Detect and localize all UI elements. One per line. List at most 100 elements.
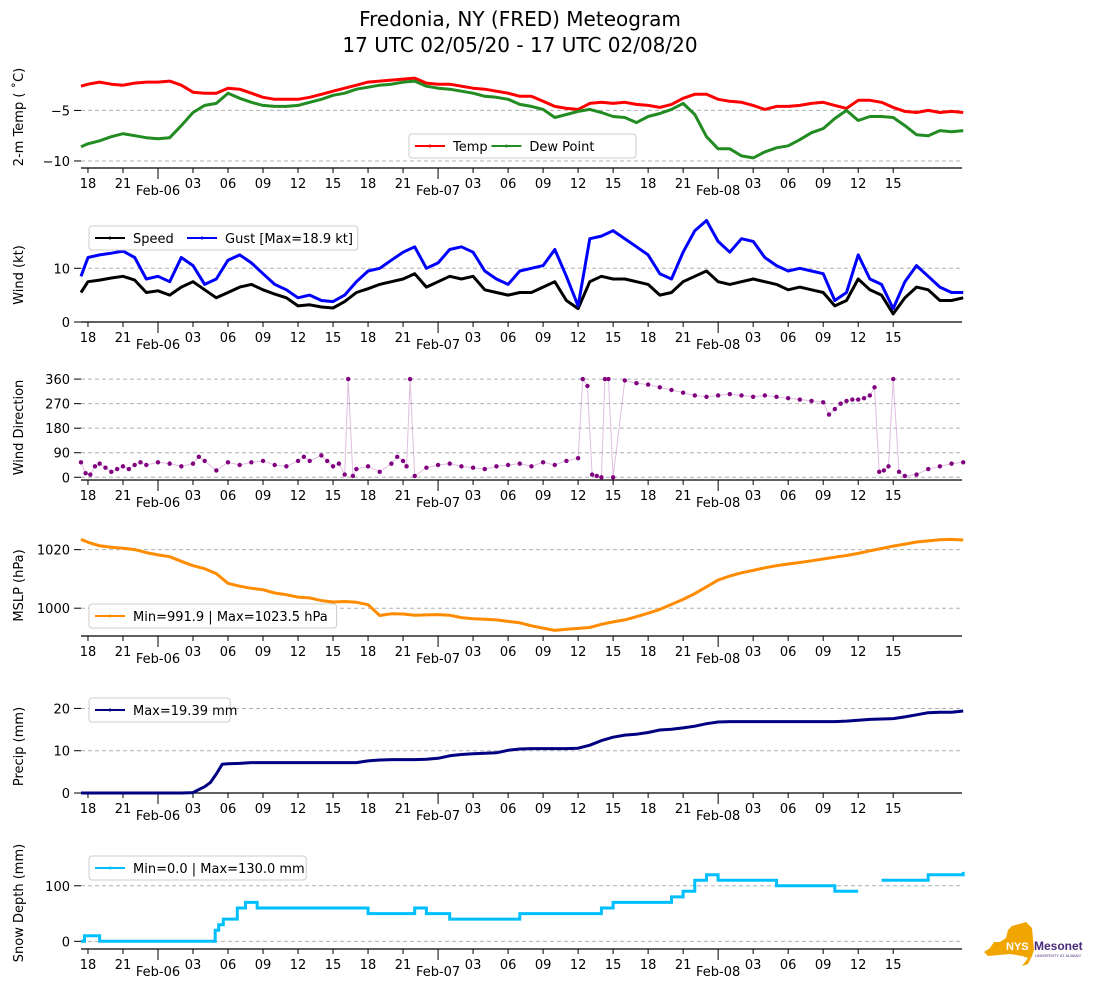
x-tick-label: 15 [885, 802, 902, 817]
data-point [585, 383, 590, 389]
y-axis-label: Wind (kt) [12, 245, 27, 305]
data-point [377, 469, 382, 475]
data-point [876, 469, 882, 475]
x-tick-label: 09 [535, 645, 552, 660]
x-tick-label: 03 [745, 489, 762, 504]
data-point [336, 461, 342, 466]
data-point [103, 465, 108, 470]
x-tick-label: 21 [115, 489, 132, 504]
x-tick-label: 06 [220, 958, 237, 973]
legend-label: Min=991.9 | Max=1023.5 hPa [133, 610, 328, 625]
data-point [727, 391, 733, 397]
x-tick-label: 09 [535, 177, 552, 192]
y-axis-label: Wind Direction [12, 380, 27, 476]
x-tick-label: 03 [185, 802, 202, 817]
legend-box [88, 225, 359, 251]
x-tick-label: 09 [815, 958, 832, 973]
y-tick-label: −5 [51, 104, 70, 119]
legend-precip: Max=19.39 mm [88, 697, 237, 723]
data-point [750, 394, 756, 400]
x-major-tick-label: Feb-08 [696, 809, 740, 824]
y-axis-label: 2-m Temp ( ˚C) [11, 68, 27, 166]
data-point [669, 387, 674, 393]
data-point [529, 464, 534, 469]
x-major-tick-label: Feb-06 [136, 652, 180, 667]
data-point [342, 472, 347, 477]
x-major-tick-label: Feb-07 [416, 184, 460, 199]
data-point [126, 466, 132, 472]
data-point [395, 454, 400, 460]
panel-temp: −5 −10 2-m Temp ( ˚C) 18 21 03 06 09 12 15 18 21 03 0… [11, 68, 964, 199]
y-tick-label: 10 [53, 745, 70, 760]
x-tick-label: 18 [360, 489, 377, 504]
data-point [881, 468, 887, 473]
data-point [494, 464, 499, 469]
data-point [412, 473, 417, 479]
x-tick-label: 21 [115, 177, 132, 192]
x-tick-label: 06 [500, 802, 517, 817]
legend-marker [108, 866, 112, 870]
legend-wind: Speed Gust [Max=18.9 kt] [88, 225, 359, 251]
y-axis-label: Snow Depth (mm) [12, 844, 27, 962]
x-tick-label: 03 [745, 331, 762, 346]
x-tick-label: 21 [675, 177, 692, 192]
data-point [132, 462, 137, 468]
x-tick-label: 06 [780, 645, 797, 660]
legend-mslp: Min=991.9 | Max=1023.5 hPa [88, 603, 338, 629]
data-point [937, 464, 943, 469]
x-tick-label: 12 [850, 802, 867, 817]
panel-precip: 0 10 20 Precip (mm) 18 21 03 06 09 12 15 18 21 03 06 09… [12, 697, 964, 824]
data-point [902, 473, 908, 479]
x-tick-label: 12 [290, 958, 307, 973]
x-tick-label: 06 [780, 489, 797, 504]
x-tick-label: 06 [220, 802, 237, 817]
series-temp-0 [80, 76, 964, 114]
logo-brand-text: Mesonet [1034, 939, 1083, 953]
data-point [144, 462, 149, 468]
data-point [237, 462, 242, 468]
x-tick-label: 12 [290, 802, 307, 817]
x-tick-label: 18 [640, 958, 657, 973]
x-tick-label: 06 [500, 645, 517, 660]
x-tick-label: 03 [465, 331, 482, 346]
data-point [330, 464, 336, 469]
data-point [120, 464, 126, 469]
data-point [762, 393, 768, 398]
panel-wind: 0 10 Wind (kt) 18 21 03 06 09 12 15 18 21 03 06 09 12 15… [12, 219, 964, 353]
x-tick-label: 03 [185, 645, 202, 660]
data-point [589, 472, 595, 477]
y-axis-label: Precip (mm) [12, 707, 27, 786]
x-major-tick-label: Feb-08 [696, 652, 740, 667]
x-tick-label: 03 [185, 331, 202, 346]
data-point [599, 475, 604, 480]
data-point [295, 458, 301, 464]
data-point [354, 466, 359, 472]
x-tick-label: 03 [465, 958, 482, 973]
series-mslp-0 [80, 537, 964, 632]
data-point [872, 385, 877, 390]
x-tick-label: 06 [500, 958, 517, 973]
x-tick-label: 06 [220, 489, 237, 504]
x-tick-label: 03 [185, 177, 202, 192]
x-tick-label: 18 [80, 802, 97, 817]
legend-marker [428, 144, 432, 148]
data-point [114, 466, 120, 472]
x-tick-label: 12 [290, 331, 307, 346]
data-point [552, 462, 557, 468]
data-point [407, 376, 413, 382]
legend-box [408, 133, 637, 159]
x-tick-label: 21 [115, 958, 132, 973]
series-snow-0 [81, 871, 965, 943]
x-tick-label: 21 [675, 645, 692, 660]
x-tick-label: 21 [675, 958, 692, 973]
data-point [891, 376, 896, 382]
x-major-tick-label: Feb-08 [696, 965, 740, 980]
x-tick-label: 09 [815, 645, 832, 660]
panel-snow: 0 100 Snow Depth (mm) 18 21 03 06 09 12 15 18 21 03 0… [12, 844, 965, 980]
x-tick-label: 06 [220, 177, 237, 192]
x-tick-label: 21 [395, 802, 412, 817]
data-point [867, 393, 873, 398]
series-wind-1 [79, 219, 964, 311]
data-point [97, 461, 102, 466]
y-axis-label: MSLP (hPa) [12, 549, 27, 621]
